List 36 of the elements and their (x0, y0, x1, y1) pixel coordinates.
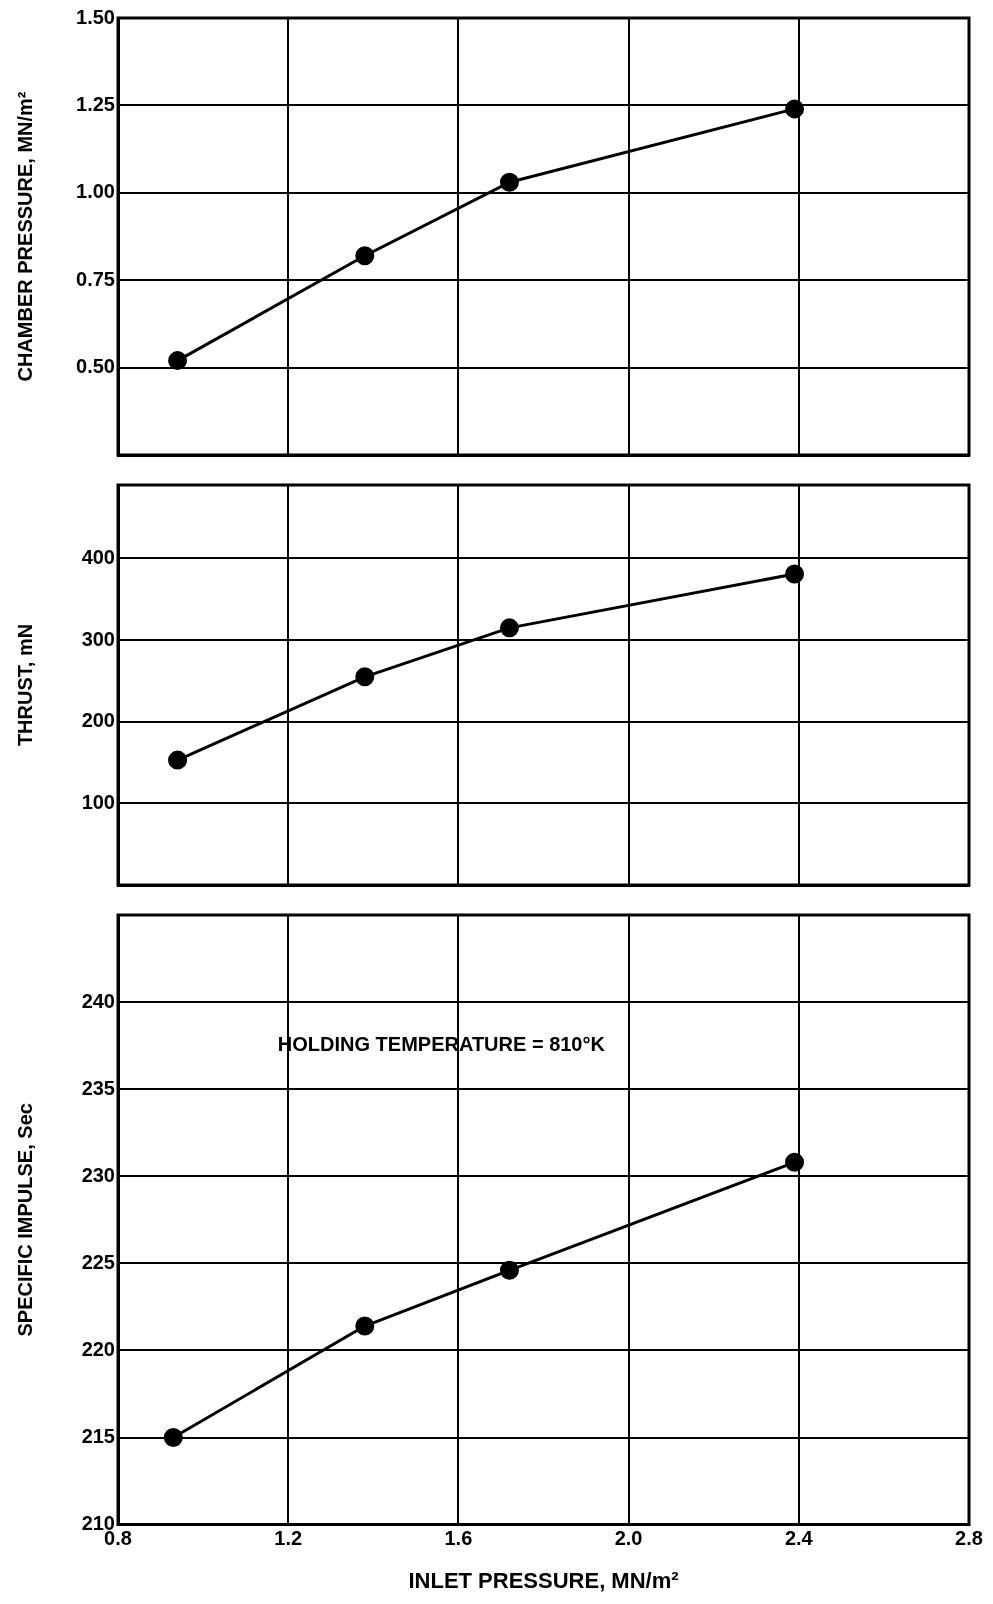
point (499, 618, 519, 638)
point (355, 667, 375, 687)
y-tick-label: 240 (81, 989, 115, 1012)
x-tick-label: 1.2 (274, 1527, 303, 1550)
y-tick-label: 400 (81, 545, 115, 568)
x-tick-label: 1.6 (444, 1527, 473, 1550)
x-axis-title: INLET PRESSURE, MN/m² (408, 1567, 679, 1593)
point (499, 172, 519, 192)
y-tick-label: 1.00 (76, 180, 115, 203)
y-axis-title: CHAMBER PRESSURE, MN/m² (13, 91, 36, 382)
y-tick-label: 215 (81, 1425, 115, 1448)
point (355, 1316, 375, 1336)
point (168, 351, 188, 371)
point (163, 1428, 183, 1448)
y-axis-title: SPECIFIC IMPULSE, Sec (13, 1103, 36, 1337)
point (785, 99, 805, 119)
point (785, 564, 805, 584)
y-tick-label: 100 (81, 790, 115, 813)
y-tick-label: 1.50 (76, 5, 115, 28)
x-tick-label: 2.4 (784, 1527, 814, 1550)
y-axis-title: THRUST, mN (13, 623, 36, 747)
point (785, 1152, 805, 1172)
y-tick-label: 230 (81, 1163, 115, 1186)
point (499, 1260, 519, 1280)
y-tick-label: 235 (81, 1076, 115, 1099)
y-tick-label: 200 (81, 709, 115, 732)
x-tick-label: 2.0 (614, 1527, 643, 1550)
y-tick-label: 1.25 (76, 92, 115, 115)
x-tick-label: 2.8 (955, 1527, 983, 1550)
point (168, 750, 188, 770)
y-tick-label: 220 (81, 1337, 115, 1360)
y-tick-label: 225 (81, 1250, 115, 1273)
point (355, 246, 375, 266)
y-tick-label: 0.50 (76, 355, 115, 378)
y-tick-label: 300 (81, 627, 115, 650)
y-tick-label: 0.75 (76, 267, 115, 290)
